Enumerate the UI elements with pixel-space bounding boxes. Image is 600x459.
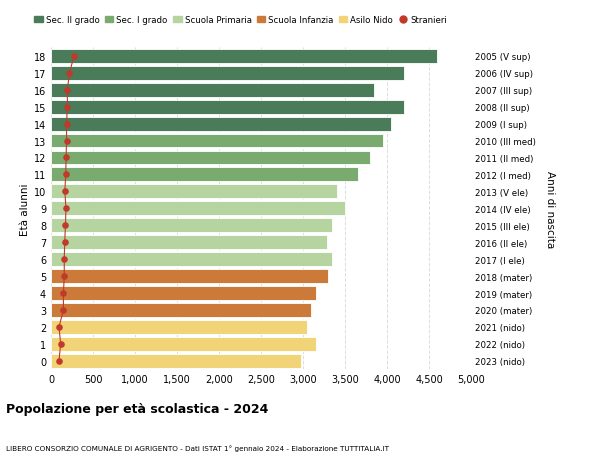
Bar: [51, 337, 316, 351]
Legend: Sec. II grado, Sec. I grado, Scuola Primaria, Scuola Infanzia, Asilo Nido, Stran: Sec. II grado, Sec. I grado, Scuola Prim…: [34, 16, 447, 24]
Bar: [51, 84, 374, 97]
Bar: [51, 185, 337, 199]
Bar: [51, 219, 332, 233]
Point: [60, 239, 70, 246]
Bar: [51, 252, 332, 267]
Point: [54, 324, 64, 331]
Point: [62, 87, 72, 94]
Point: [61, 205, 71, 213]
Point: [61, 154, 71, 162]
Point: [61, 171, 71, 179]
Bar: [51, 303, 311, 317]
Bar: [51, 236, 326, 250]
Bar: [51, 286, 316, 300]
Point: [59, 273, 69, 280]
Point: [62, 138, 71, 145]
Bar: [51, 101, 404, 114]
Point: [62, 104, 72, 111]
Bar: [51, 67, 404, 80]
Y-axis label: Anni di nascita: Anni di nascita: [545, 170, 556, 247]
Bar: [51, 168, 358, 182]
Point: [54, 358, 64, 365]
Point: [59, 290, 68, 297]
Point: [56, 341, 65, 348]
Y-axis label: Età alunni: Età alunni: [20, 183, 29, 235]
Point: [65, 70, 74, 77]
Bar: [51, 50, 437, 64]
Bar: [51, 118, 391, 131]
Bar: [51, 354, 301, 368]
Bar: [51, 202, 345, 216]
Bar: [51, 269, 328, 283]
Text: LIBERO CONSORZIO COMUNALE DI AGRIGENTO - Dati ISTAT 1° gennaio 2024 - Elaborazio: LIBERO CONSORZIO COMUNALE DI AGRIGENTO -…: [6, 444, 389, 451]
Text: Popolazione per età scolastica - 2024: Popolazione per età scolastica - 2024: [6, 403, 268, 415]
Point: [59, 307, 68, 314]
Point: [70, 53, 79, 60]
Bar: [51, 151, 370, 165]
Point: [61, 222, 70, 230]
Point: [62, 121, 71, 128]
Bar: [51, 134, 383, 148]
Point: [60, 188, 70, 196]
Point: [59, 256, 69, 263]
Bar: [51, 320, 307, 334]
